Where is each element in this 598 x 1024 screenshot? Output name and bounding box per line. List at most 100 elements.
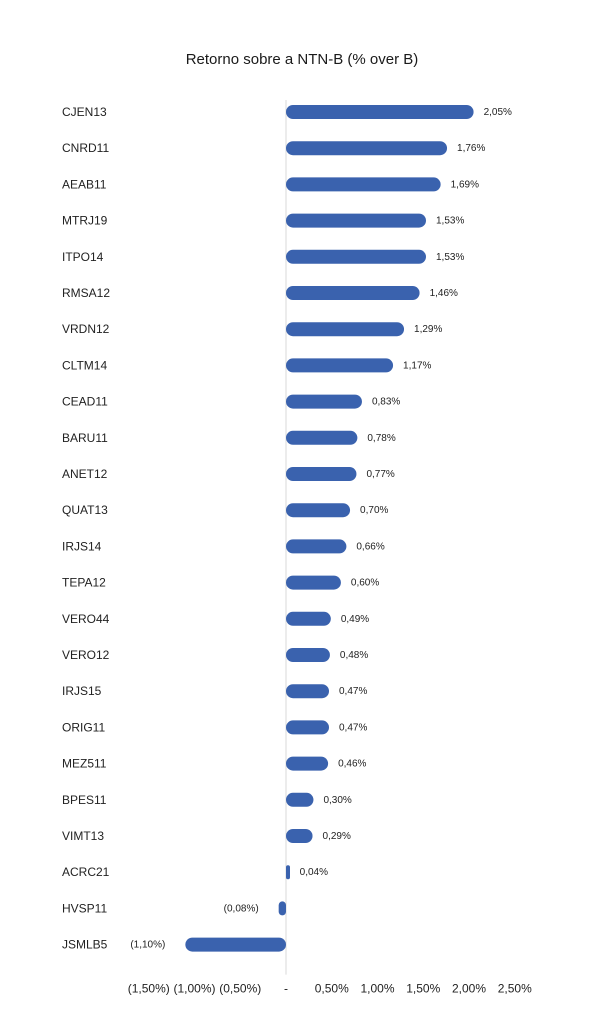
value-label: 0,66% xyxy=(356,541,384,552)
bar xyxy=(286,720,330,735)
category-label: CEAD11 xyxy=(62,395,108,409)
bar xyxy=(278,901,286,916)
value-label: 0,60% xyxy=(351,578,379,589)
value-label: 0,48% xyxy=(340,650,368,661)
bar-rows: CJEN13 2,05% CNRD11 1,76% AEAB11 1,69% MTRJ19 1… xyxy=(62,105,512,952)
bar-row: ORIG11 0,47% xyxy=(62,720,367,735)
value-label: 1,76% xyxy=(457,143,485,154)
value-label: 2,05% xyxy=(484,107,512,118)
bar xyxy=(286,539,347,554)
bar xyxy=(286,684,330,699)
chart-title: Retorno sobre a NTN-B (% over B) xyxy=(186,51,419,68)
bar xyxy=(286,141,448,156)
category-label: VRDN12 xyxy=(62,322,110,336)
category-label: RMSA12 xyxy=(62,286,110,300)
bar-row: IRJS15 0,47% xyxy=(62,684,367,699)
category-label: CLTM14 xyxy=(62,358,107,372)
category-label: VIMT13 xyxy=(62,829,104,843)
bar-row: BARU11 0,78% xyxy=(62,430,396,445)
bar xyxy=(286,105,474,119)
x-tick-label: 2,00% xyxy=(452,982,486,996)
bar-row: ITPO14 1,53% xyxy=(62,250,464,264)
bar xyxy=(286,213,426,228)
bar-row: JSMLB5 (1,10%) xyxy=(62,937,286,952)
bar xyxy=(286,503,351,518)
bar xyxy=(286,430,358,445)
category-label: CNRD11 xyxy=(62,141,109,155)
bar xyxy=(286,611,331,626)
x-axis-ticks: (1,50%) (1,00%) (0,50%) - 0,50% 1,00% 1,50% 2,0… xyxy=(128,982,532,996)
category-label: MTRJ19 xyxy=(62,214,108,228)
bar xyxy=(286,467,357,481)
bar-row: CEAD11 0,83% xyxy=(62,394,400,409)
bar xyxy=(286,648,330,662)
value-label: 0,83% xyxy=(372,397,400,408)
category-label: ITPO14 xyxy=(62,250,104,264)
category-label: AEAB11 xyxy=(62,177,107,191)
value-label: 1,17% xyxy=(403,360,431,371)
bar-row: ACRC21 0,04% xyxy=(62,865,328,880)
bar-row: VERO12 0,48% xyxy=(62,648,368,662)
value-label: 1,53% xyxy=(436,252,464,263)
category-label: IRJS14 xyxy=(62,539,102,553)
bar-row: CJEN13 2,05% xyxy=(62,105,512,119)
x-tick-label: 2,50% xyxy=(498,982,532,996)
x-tick-label: 1,00% xyxy=(360,982,394,996)
bar xyxy=(286,394,362,409)
x-tick-label: (1,50%) xyxy=(128,982,170,996)
bar-row: ANET12 0,77% xyxy=(62,467,395,481)
bar-row: IRJS14 0,66% xyxy=(62,539,385,554)
category-label: BARU11 xyxy=(62,431,108,445)
x-tick-label: 0,50% xyxy=(315,982,349,996)
bar xyxy=(286,865,290,880)
bar-row: RMSA12 1,46% xyxy=(62,286,458,300)
value-label: 0,49% xyxy=(341,614,369,625)
value-label: 0,78% xyxy=(367,433,395,444)
category-label: QUAT13 xyxy=(62,503,108,517)
bar xyxy=(286,756,329,771)
category-label: IRJS15 xyxy=(62,684,102,698)
x-tick-label: - xyxy=(284,982,288,996)
category-label: BPES11 xyxy=(62,793,107,807)
value-label: (0,08%) xyxy=(224,903,259,914)
bar xyxy=(286,358,394,373)
category-label: ACRC21 xyxy=(62,865,110,879)
value-label: 0,70% xyxy=(360,505,388,516)
bar-row: BPES11 0,30% xyxy=(62,792,352,807)
value-label: (1,10%) xyxy=(130,940,165,951)
value-label: 1,29% xyxy=(414,324,442,335)
bar-row: VRDN12 1,29% xyxy=(62,322,442,337)
value-label: 0,47% xyxy=(339,722,367,733)
bar-row: MTRJ19 1,53% xyxy=(62,213,464,228)
x-tick-label: 1,50% xyxy=(406,982,440,996)
value-label: 1,69% xyxy=(451,179,479,190)
bar xyxy=(286,829,313,843)
category-label: VERO12 xyxy=(62,648,110,662)
value-label: 0,47% xyxy=(339,686,367,697)
value-label: 0,77% xyxy=(366,469,394,480)
x-tick-label: (0,50%) xyxy=(219,982,261,996)
bar-row: MEZ511 0,46% xyxy=(62,756,367,771)
category-label: VERO44 xyxy=(62,612,110,626)
category-label: JSMLB5 xyxy=(62,938,108,952)
value-label: 0,29% xyxy=(323,831,351,842)
bar xyxy=(286,177,441,192)
value-label: 1,46% xyxy=(430,288,458,299)
value-label: 0,30% xyxy=(323,795,351,806)
category-label: ORIG11 xyxy=(62,720,105,734)
value-label: 0,04% xyxy=(300,867,328,878)
bar xyxy=(185,937,286,952)
bar xyxy=(286,286,420,300)
x-tick-label: (1,00%) xyxy=(173,982,215,996)
bar-row: TEPA12 0,60% xyxy=(62,575,379,590)
bar xyxy=(286,575,341,590)
bar xyxy=(286,792,314,807)
category-label: TEPA12 xyxy=(62,576,106,590)
bar-row: CNRD11 1,76% xyxy=(62,141,486,156)
bar-row: QUAT13 0,70% xyxy=(62,503,389,518)
category-label: HVSP11 xyxy=(62,901,107,915)
value-label: 0,46% xyxy=(338,759,366,770)
bar xyxy=(286,322,405,337)
bar-row: AEAB11 1,69% xyxy=(62,177,479,192)
